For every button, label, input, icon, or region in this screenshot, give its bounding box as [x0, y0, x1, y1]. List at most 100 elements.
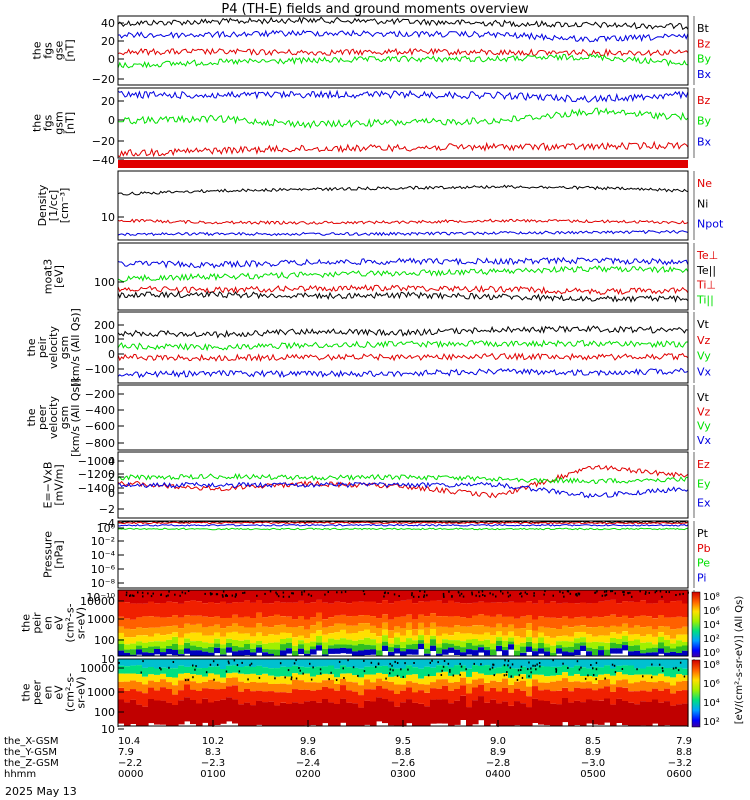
- x-tick-label: 0000: [118, 769, 143, 780]
- colorbar-tick: 10²: [703, 634, 720, 645]
- p11-ylabel: the: [20, 683, 33, 701]
- p9-ylabel: [nPa]: [53, 540, 66, 568]
- p2-legend-Bz: Bz: [697, 94, 711, 107]
- p8-ylabel: E=−VxB: [42, 462, 55, 509]
- colorbar-label: [eV/(cm²-s-sr-eV)] (All Qs): [734, 596, 745, 725]
- y-tick-label: 10: [101, 723, 115, 736]
- colorbar-tick: 10⁸: [703, 592, 720, 603]
- p6-legend-Vx: Vx: [697, 365, 712, 378]
- y-tick-label: −40: [92, 154, 115, 167]
- p7-legend-Vt: Vt: [697, 391, 710, 404]
- y-tick-label: 10: [101, 653, 115, 666]
- p11-ylabel: peer: [31, 680, 44, 706]
- separator-band: [118, 160, 688, 168]
- p5-series-green: [117, 265, 689, 283]
- p6-ylabel: velocity: [47, 326, 60, 369]
- x-tick-label: −2.4: [296, 758, 320, 769]
- x-tick-label: 0100: [200, 769, 225, 780]
- y-tick-label: −4: [99, 517, 115, 530]
- y-tick-label: −100: [85, 363, 115, 376]
- y-tick-label: 10⁻²: [91, 535, 115, 548]
- y-tick-label: −400: [85, 404, 115, 417]
- y-tick-label: 0: [108, 348, 115, 361]
- p2-ylabel: gsm: [53, 111, 66, 134]
- p1-ylabel: the: [31, 41, 44, 59]
- x-tick-label: 7.9: [676, 736, 692, 747]
- x-tick-label: 0500: [580, 769, 605, 780]
- x-tick-label: −2.6: [391, 758, 415, 769]
- x-tick-label: −2.8: [486, 758, 510, 769]
- y-tick-label: 10000: [80, 595, 115, 608]
- x-tick-label: 9.9: [300, 736, 316, 747]
- y-tick-label: 100: [94, 634, 115, 647]
- p8-frame: [117, 451, 689, 519]
- p6-ylabel: peir: [36, 336, 49, 358]
- y-tick-label: −20: [92, 135, 115, 148]
- colorbar-tick: 10⁶: [703, 606, 720, 617]
- p5-series-black: [117, 290, 689, 303]
- p1-series-black: [117, 16, 689, 31]
- p9-legend-Pe: Pe: [697, 557, 710, 570]
- p8-series-green: [117, 472, 689, 485]
- x-row-label: the_X-GSM: [4, 736, 58, 747]
- p11-ylabel: en: [42, 686, 55, 700]
- colorbar-tick: 10⁰: [703, 648, 720, 659]
- p1-legend-By: By: [697, 53, 712, 66]
- p7-ylabel: the: [25, 408, 38, 426]
- p1-legend-Bt: Bt: [697, 22, 710, 35]
- p10-ylabel: the: [20, 614, 33, 632]
- y-tick-label: 0: [108, 114, 115, 127]
- y-tick-label: −600: [85, 420, 115, 433]
- p9-series-green: [117, 527, 689, 531]
- y-tick-label: 40: [101, 17, 115, 30]
- y-tick-label: 0: [108, 53, 115, 66]
- p7-ylabel: [km/s (All Qs)]: [69, 378, 82, 457]
- p8-legend-Ex: Ex: [697, 497, 711, 510]
- y-tick-label: 0: [108, 487, 115, 500]
- p6-ylabel: gsm: [58, 336, 71, 359]
- y-tick-label: 10⁰: [97, 522, 116, 535]
- x-tick-label: 9.0: [490, 736, 506, 747]
- x-tick-label: 0600: [667, 769, 692, 780]
- p4-series-black: [117, 184, 689, 196]
- x-tick-label: −2.3: [201, 758, 225, 769]
- x-row-label: the_Z-GSM: [4, 758, 59, 769]
- p7-ylabel: velocity: [47, 396, 60, 439]
- y-tick-label: 1000: [87, 613, 115, 626]
- p10-frame: [117, 589, 689, 657]
- p2-series-red: [117, 140, 689, 158]
- y-tick-label: 100: [94, 276, 115, 289]
- colorbar-tick: 10⁸: [703, 660, 720, 671]
- y-tick-label: −1400: [78, 482, 115, 495]
- x-tick-label: 10.4: [118, 736, 140, 747]
- x-tick-label: −2.2: [118, 758, 142, 769]
- p9-series-red: [117, 521, 689, 525]
- x-tick-label: 8.8: [676, 747, 692, 758]
- y-tick-label: 20: [101, 35, 115, 48]
- y-tick-label: −200: [85, 388, 115, 401]
- p7-legend-Vy: Vy: [697, 420, 711, 433]
- p6-legend-Vy: Vy: [697, 350, 711, 363]
- p5-ylabel: [eV]: [53, 265, 66, 288]
- x-tick-label: 8.3: [205, 747, 221, 758]
- y-tick-label: −1200: [78, 468, 115, 481]
- p4-frame: [117, 170, 689, 241]
- x-row-label: hhmm: [4, 769, 36, 780]
- p1-series-green: [117, 52, 689, 69]
- x-tick-label: 8.5: [585, 736, 601, 747]
- p10-ylabel: eV: [53, 615, 66, 630]
- p11-ylabel: (cm²-s-: [64, 673, 77, 712]
- p6-frame: [117, 311, 689, 384]
- y-tick-label: −1000: [78, 455, 115, 468]
- p5-ylabel: moat3: [42, 259, 55, 295]
- p6-legend-Vt: Vt: [697, 318, 710, 331]
- p6-legend-Vz: Vz: [697, 334, 711, 347]
- p1-series-blue: [117, 29, 689, 43]
- p9-ylabel: Pressure: [42, 531, 55, 578]
- p7-legend-Vz: Vz: [697, 405, 711, 418]
- x-tick-label: 8.9: [490, 747, 506, 758]
- p4-series-blue: [117, 229, 689, 237]
- p2-legend-By: By: [697, 115, 712, 128]
- x-tick-label: 10.2: [202, 736, 224, 747]
